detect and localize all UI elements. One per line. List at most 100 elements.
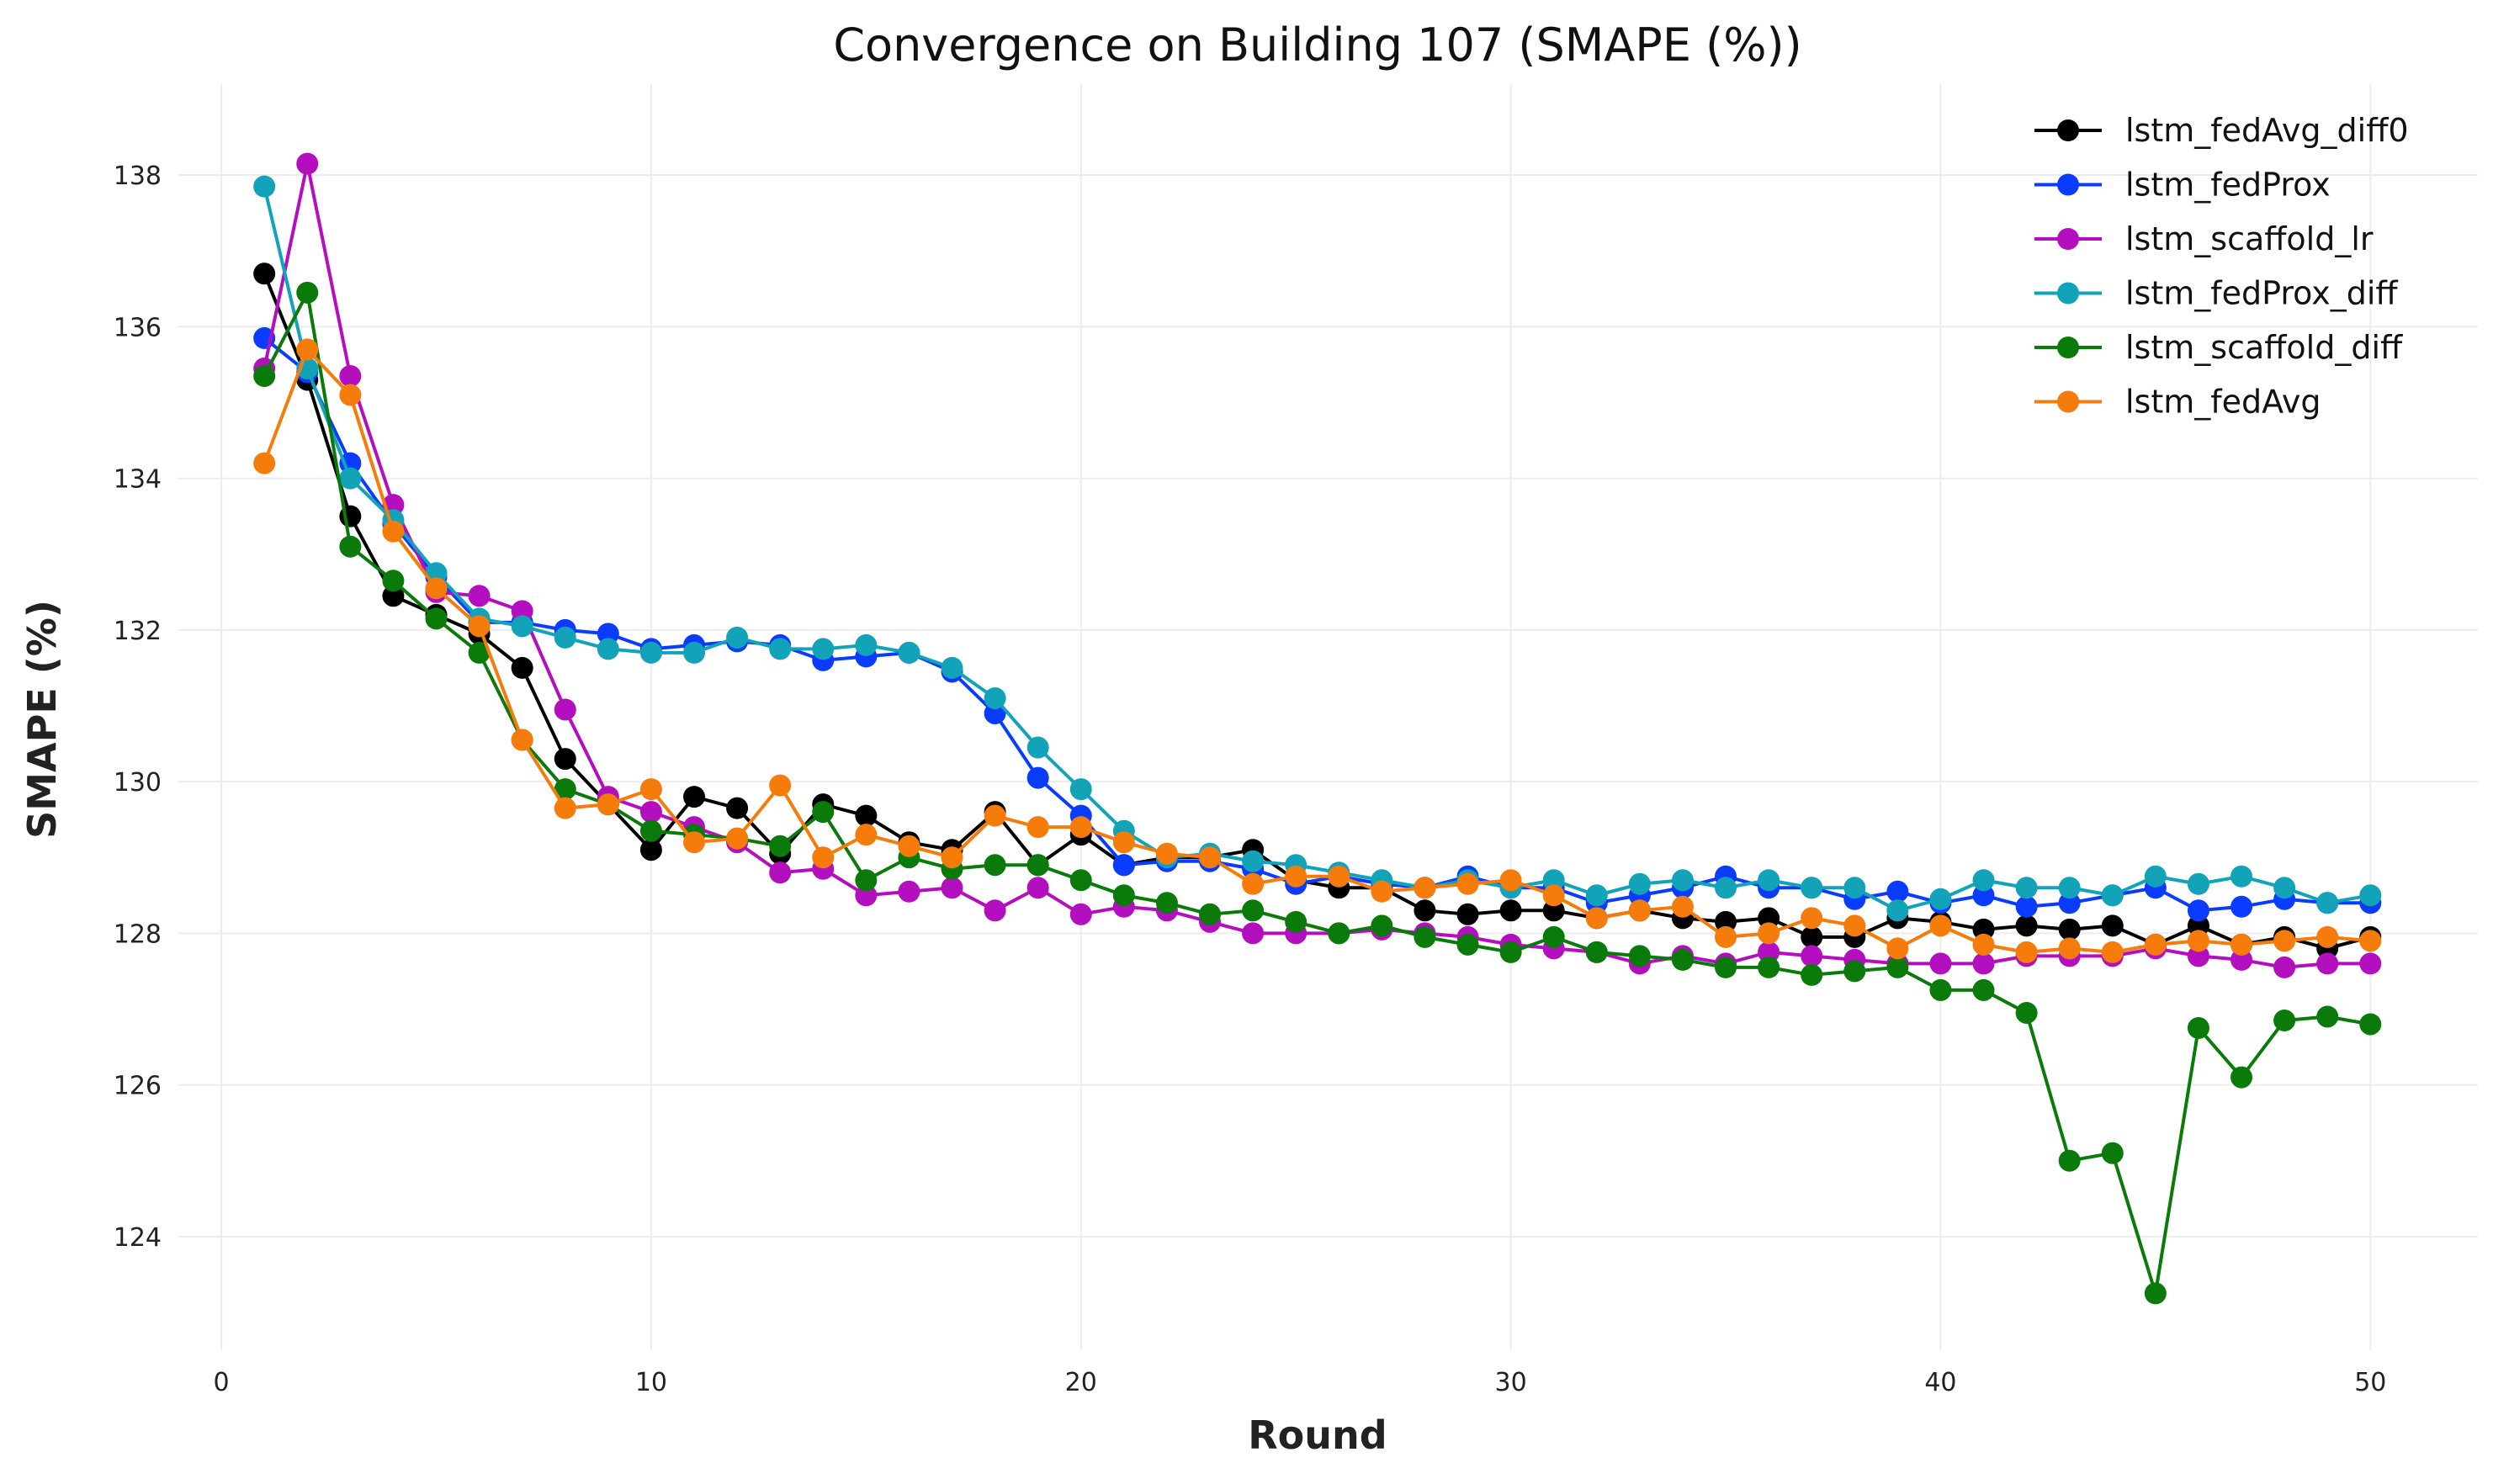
y-tick-label: 124 — [114, 1223, 162, 1253]
data-point — [2316, 1005, 2339, 1028]
data-point — [1929, 914, 1952, 937]
data-point — [2058, 1149, 2081, 1172]
data-point — [1112, 854, 1135, 877]
data-point — [339, 467, 362, 490]
data-point — [855, 884, 878, 907]
series-line — [263, 273, 2371, 951]
legend-item[interactable]: lstm_scaffold_diff — [2034, 329, 2403, 366]
data-point — [554, 797, 576, 819]
x-tick-label: 0 — [214, 1368, 230, 1397]
data-point — [1929, 978, 1952, 1001]
y-tick-label: 128 — [114, 920, 162, 949]
data-point — [1886, 937, 1909, 960]
data-point — [1542, 925, 1565, 948]
series-lstm_fedProx — [253, 326, 2382, 922]
data-point — [898, 835, 920, 857]
data-point — [984, 702, 1006, 724]
data-point — [769, 835, 792, 857]
data-point — [812, 801, 835, 824]
data-point — [2316, 925, 2339, 948]
data-point — [1585, 941, 1608, 963]
legend[interactable]: lstm_fedAvg_diff0 lstm_fedProx lstm_scaffo… — [2034, 112, 2409, 421]
data-point — [1155, 892, 1178, 914]
data-point — [1585, 907, 1608, 930]
data-point — [511, 656, 533, 679]
data-point — [1155, 842, 1178, 865]
data-point — [812, 846, 835, 869]
data-point — [984, 804, 1006, 827]
data-point — [2058, 892, 2081, 914]
data-point — [1758, 907, 1780, 930]
data-point — [1242, 850, 1265, 872]
data-point — [1758, 941, 1780, 963]
data-point — [1886, 899, 1909, 922]
data-point — [382, 570, 405, 592]
x-axis-title: Round — [1248, 1412, 1387, 1458]
legend-item[interactable]: lstm_fedProx_diff — [2034, 275, 2398, 312]
data-point — [1242, 872, 1265, 895]
data-point — [1199, 903, 1222, 925]
legend-item[interactable]: lstm_fedAvg — [2034, 384, 2321, 421]
data-point — [639, 839, 662, 861]
data-point — [941, 656, 963, 679]
data-point — [468, 641, 491, 664]
data-point — [1585, 884, 1608, 907]
series-line — [263, 337, 2371, 913]
data-point — [1972, 918, 1995, 941]
data-point — [425, 607, 448, 630]
data-point — [1758, 956, 1780, 978]
data-point — [855, 869, 878, 892]
data-point — [1972, 869, 1995, 892]
data-point — [855, 804, 878, 827]
data-point — [511, 600, 533, 623]
data-point — [1542, 899, 1565, 922]
legend-swatch-marker — [2057, 337, 2079, 358]
data-point — [726, 626, 749, 649]
series-lstm_scaffold_lr — [253, 152, 2382, 978]
data-point — [1542, 869, 1565, 892]
data-point — [1715, 925, 1737, 948]
legend-item[interactable]: lstm_fedProx — [2034, 167, 2331, 204]
data-point — [639, 819, 662, 842]
data-point — [769, 638, 792, 660]
data-point — [639, 778, 662, 801]
legend-swatch-marker — [2057, 173, 2079, 196]
data-point — [1069, 869, 1092, 892]
chart-title: Convergence on Building 107 (SMAPE (%)) — [833, 19, 1801, 72]
data-point — [1285, 865, 1307, 888]
data-point — [683, 831, 706, 854]
data-point — [2187, 914, 2209, 937]
legend-item[interactable]: lstm_scaffold_lr — [2034, 220, 2374, 257]
data-point — [1801, 877, 1823, 899]
data-point — [639, 641, 662, 664]
data-point — [769, 861, 792, 884]
series-line — [263, 290, 2371, 1296]
legend-swatch-marker — [2057, 119, 2079, 141]
data-point — [1972, 933, 1995, 956]
data-point — [683, 786, 706, 808]
data-point — [554, 778, 576, 801]
data-point — [2273, 930, 2296, 952]
data-point — [511, 729, 533, 751]
data-point — [1069, 903, 1092, 925]
data-point — [898, 880, 920, 903]
data-point — [683, 641, 706, 664]
data-point — [1715, 877, 1737, 899]
data-point — [2273, 877, 2296, 899]
data-point — [1371, 914, 1393, 937]
data-point — [2316, 892, 2339, 914]
data-point — [2273, 956, 2296, 978]
data-point — [1069, 778, 1092, 801]
data-point — [2273, 1009, 2296, 1031]
data-point — [1112, 831, 1135, 854]
series-line — [263, 162, 2371, 969]
data-point — [1328, 865, 1350, 888]
legend-item[interactable]: lstm_fedAvg_diff0 — [2034, 112, 2409, 149]
data-point — [1414, 925, 1436, 948]
data-point — [382, 585, 405, 607]
data-point — [1628, 945, 1651, 967]
data-point — [253, 175, 276, 198]
legend-label: lstm_fedAvg_diff0 — [2125, 112, 2409, 149]
data-point — [984, 899, 1006, 922]
